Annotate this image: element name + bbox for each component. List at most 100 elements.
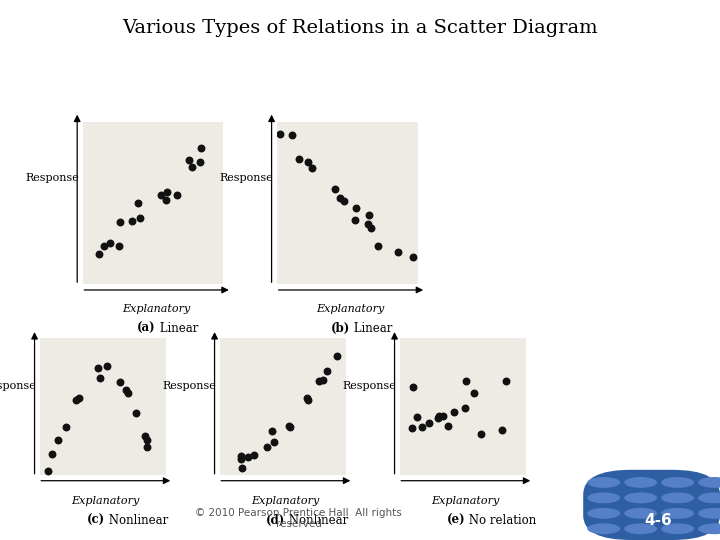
FancyBboxPatch shape <box>583 470 720 540</box>
Ellipse shape <box>624 508 657 519</box>
Point <box>448 407 459 416</box>
Ellipse shape <box>698 492 720 503</box>
Point <box>331 352 343 361</box>
Point <box>338 196 350 205</box>
Point <box>293 155 305 164</box>
Text: Explanatory: Explanatory <box>71 496 139 506</box>
Ellipse shape <box>588 477 620 488</box>
Point <box>104 238 115 247</box>
Point <box>248 450 259 459</box>
Point <box>423 418 435 427</box>
Point <box>365 224 377 232</box>
Point <box>318 376 329 384</box>
Text: Nonlinear: Nonlinear <box>105 514 168 527</box>
Ellipse shape <box>661 523 694 534</box>
Point <box>172 191 184 199</box>
Point <box>186 163 198 172</box>
Point <box>269 438 280 447</box>
Point <box>140 432 151 441</box>
Point <box>235 455 247 463</box>
Text: (c): (c) <box>87 514 105 527</box>
Text: Linear: Linear <box>156 322 198 335</box>
Point <box>442 421 454 430</box>
Point <box>195 144 207 153</box>
Point <box>496 426 508 435</box>
Text: No relation: No relation <box>465 514 536 527</box>
Point <box>52 435 63 444</box>
Point <box>302 158 313 167</box>
Point <box>236 464 248 473</box>
Point <box>141 436 153 444</box>
Point <box>363 219 374 228</box>
Point <box>142 443 153 451</box>
Text: Explanatory: Explanatory <box>122 304 190 314</box>
Ellipse shape <box>698 508 720 519</box>
Text: (e): (e) <box>446 514 465 527</box>
Point <box>500 377 512 386</box>
Point <box>114 242 125 251</box>
Point <box>94 249 105 258</box>
Ellipse shape <box>661 477 694 488</box>
Point <box>407 424 418 433</box>
Point <box>114 218 126 227</box>
Point <box>127 217 138 226</box>
Ellipse shape <box>588 523 620 534</box>
Ellipse shape <box>624 492 657 503</box>
Point <box>284 422 296 431</box>
Point <box>156 191 167 199</box>
Point <box>407 383 418 391</box>
Point <box>329 184 341 193</box>
Point <box>307 164 318 172</box>
Point <box>71 396 82 404</box>
Point <box>183 156 194 165</box>
Text: Various Types of Relations in a Scatter Diagram: Various Types of Relations in a Scatter … <box>122 19 598 37</box>
Point <box>98 242 109 251</box>
Point <box>135 213 146 222</box>
Text: Response: Response <box>220 173 274 183</box>
Ellipse shape <box>661 508 694 519</box>
Point <box>461 377 472 386</box>
Point <box>417 423 428 432</box>
Text: Response: Response <box>342 381 396 391</box>
Text: Response: Response <box>162 381 216 391</box>
Point <box>302 395 314 404</box>
Point <box>101 362 112 371</box>
Ellipse shape <box>698 477 720 488</box>
Point <box>408 253 419 261</box>
Ellipse shape <box>661 492 694 503</box>
Text: Linear: Linear <box>350 322 392 335</box>
Point <box>321 367 333 375</box>
Point <box>266 427 277 435</box>
Text: Explanatory: Explanatory <box>316 304 384 314</box>
Text: Explanatory: Explanatory <box>431 496 499 506</box>
Point <box>130 409 142 417</box>
Ellipse shape <box>624 477 657 488</box>
Point <box>438 411 449 420</box>
Point <box>60 423 71 431</box>
Ellipse shape <box>588 508 620 519</box>
Text: Response: Response <box>0 381 36 391</box>
Point <box>433 414 444 422</box>
Text: Response: Response <box>25 173 79 183</box>
Point <box>73 394 85 403</box>
Point <box>469 389 480 397</box>
Point <box>132 198 144 207</box>
Ellipse shape <box>624 523 657 534</box>
Point <box>274 130 286 139</box>
Point <box>372 241 384 250</box>
Text: Nonlinear: Nonlinear <box>285 514 348 527</box>
Point <box>114 378 126 387</box>
Point <box>42 467 53 475</box>
Point <box>94 374 105 383</box>
Point <box>313 377 325 386</box>
Point <box>47 449 58 458</box>
Text: Explanatory: Explanatory <box>251 496 319 506</box>
Point <box>243 453 254 462</box>
Point <box>261 443 273 451</box>
Point <box>120 386 132 394</box>
Point <box>335 193 346 202</box>
Point <box>411 413 423 421</box>
Point <box>363 210 374 219</box>
Point <box>283 422 294 430</box>
Point <box>351 204 362 212</box>
